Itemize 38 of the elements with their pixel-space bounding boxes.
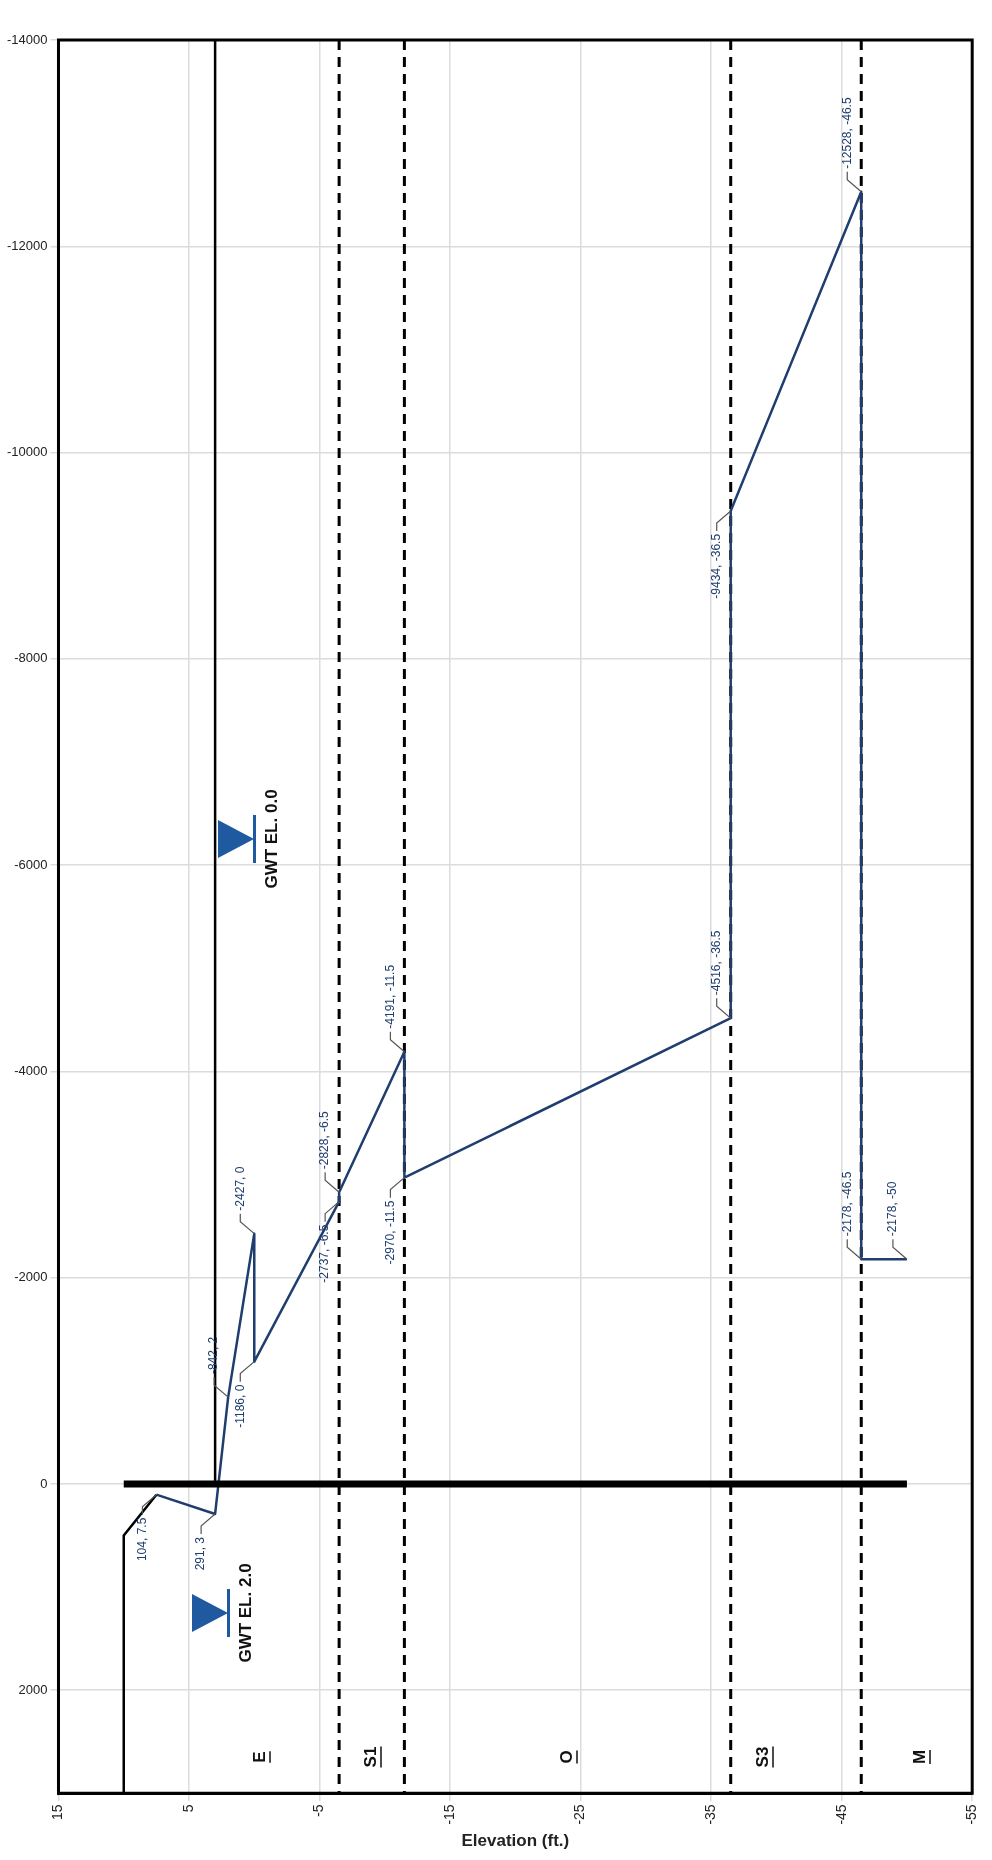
x-tick-label: -25 [571,1804,588,1825]
data-label: -12528, -46.5 [839,97,854,169]
data-label: -4191, -11.5 [382,964,397,1029]
annotation: GWT EL. 0.0 [261,789,281,889]
annotation: S3 [752,1746,772,1768]
x-tick-label: -35 [702,1804,718,1825]
data-label: -2178, -50 [885,1181,900,1237]
y-tick-label: -6000 [14,856,48,872]
annotation: S1 [360,1746,380,1768]
y-tick-label: 2000 [18,1681,48,1697]
annotation: M [909,1749,929,1765]
data-label: -9434, -36.5 [709,533,724,599]
annotation: O [556,1750,576,1764]
x-axis-title: Elevation (ft.) [461,1831,570,1851]
y-tick-label: -8000 [14,650,48,666]
y-tick-label: -4000 [14,1062,48,1078]
data-label: -2970, -11.5 [382,1200,397,1265]
data-label: 291, 3 [193,1536,208,1571]
data-label: -842, 2 [206,1336,221,1375]
x-tick-label: -55 [963,1804,980,1825]
y-tick-label: -14000 [6,31,48,47]
data-label: -4516, -36.5 [709,930,724,996]
data-label: -1186, 0 [232,1384,247,1428]
data-label: -2178, -46.5 [839,1171,854,1237]
x-tick-label: -5 [310,1804,327,1817]
x-tick-label: -15 [440,1804,457,1825]
y-tick-label: 0 [40,1475,48,1491]
x-tick-label: 15 [49,1804,66,1820]
x-tick-label: 5 [179,1804,196,1813]
data-label: -2828, -6.5 [317,1110,332,1170]
annotation: E [249,1751,269,1763]
y-tick-label: -12000 [6,237,48,253]
data-label: 104, 7.5 [134,1517,149,1562]
y-tick-label: -2000 [14,1269,48,1285]
data-label: -2427, 0 [232,1166,247,1211]
y-tick-label: -10000 [6,444,48,460]
annotation: GWT EL. 2.0 [235,1563,255,1663]
x-tick-label: -45 [832,1804,849,1825]
